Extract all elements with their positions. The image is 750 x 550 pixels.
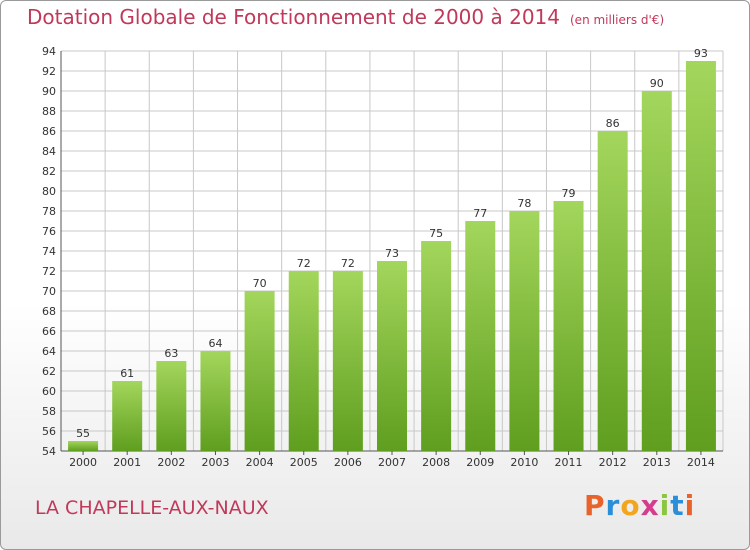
y-tick-label: 80 [42,185,56,198]
bar-2011 [553,201,584,451]
y-tick-label: 62 [42,365,56,378]
x-tick-label: 2000 [69,456,97,469]
bar-2010 [509,211,540,451]
y-tick-label: 82 [42,165,56,178]
data-label: 78 [517,197,531,210]
y-tick-label: 92 [42,65,56,78]
commune-name: LA CHAPELLE-AUX-NAUX [35,497,269,519]
data-label: 55 [76,427,90,440]
chart-subtitle: (en milliers d'€) [570,13,665,27]
data-label: 75 [429,227,443,240]
bar-2006 [332,271,363,451]
y-tick-label: 76 [42,225,56,238]
bar-2014 [685,61,716,451]
data-label: 72 [297,257,311,270]
data-label: 77 [473,207,487,220]
y-tick-label: 94 [42,45,56,58]
bars [68,61,716,451]
logo-letter: P [584,489,606,522]
x-tick-label: 2004 [246,456,274,469]
y-tick-label: 90 [42,85,56,98]
bar-2002 [156,361,187,451]
data-label: 61 [120,367,134,380]
labels: 55 61 63 64 70 72 72 73 75 77 78 79 86 90 93 [76,47,708,440]
chart-title-text: Dotation Globale de Fonctionnement de 20… [27,5,560,29]
y-tick-label: 88 [42,105,56,118]
y-tick-label: 68 [42,305,56,318]
x-tick-label: 2001 [113,456,141,469]
y-tick-label: 84 [42,145,56,158]
x-tick-label: 2008 [422,456,450,469]
x-tick-label: 2002 [157,456,185,469]
bar-2008 [421,241,452,451]
x-tick-label: 2010 [510,456,538,469]
y-tick-label: 54 [42,445,56,458]
data-label: 79 [562,187,576,200]
y-tick-label: 56 [42,425,56,438]
data-label: 86 [606,117,620,130]
bar-2001 [112,381,143,451]
y-tick-label: 72 [42,265,56,278]
logo-letter: o [620,489,641,522]
y-tick-label: 86 [42,125,56,138]
bar-2007 [377,261,407,451]
x-tick-label: 2003 [201,456,229,469]
data-label: 93 [694,47,708,60]
y-tick-label: 66 [42,325,56,338]
proxiti-logo: Proxiti [584,489,695,522]
data-label: 70 [253,277,267,290]
bar-2013 [641,91,672,451]
y-tick-label: 74 [42,245,56,258]
logo-letter: r [605,489,621,522]
bar-2000 [68,441,99,451]
x-tick-label: 2014 [687,456,715,469]
data-label: 63 [164,347,178,360]
data-label: 90 [650,77,664,90]
y-tick-label: 60 [42,385,56,398]
chart-title: Dotation Globale de Fonctionnement de 20… [27,5,664,29]
y-tick-label: 64 [42,345,56,358]
bar-2012 [597,131,628,451]
y-tick-label: 78 [42,205,56,218]
x-tick-label: 2005 [290,456,318,469]
bar-2004 [244,291,275,451]
data-label: 73 [385,247,399,260]
data-label: 64 [208,337,222,350]
logo-letter: t [670,489,685,522]
bar-2005 [288,271,319,451]
logo-letter: i [659,489,671,522]
y-tick-label: 58 [42,405,56,418]
bar-2003 [200,351,231,451]
data-label: 72 [341,257,355,270]
bar-2009 [465,221,496,451]
y-tick-label: 70 [42,285,56,298]
x-tick-label: 2012 [599,456,627,469]
logo-letter: x [640,489,660,522]
x-tick-label: 2009 [466,456,494,469]
logo-letter: i [684,489,696,522]
x-tick-label: 2006 [334,456,362,469]
x-tick-label: 2007 [378,456,406,469]
x-tick-label: 2011 [555,456,583,469]
x-tick-label: 2013 [643,456,671,469]
